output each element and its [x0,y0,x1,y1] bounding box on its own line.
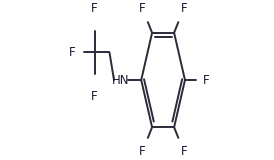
Text: F: F [91,90,98,103]
Text: F: F [69,46,76,59]
Text: F: F [91,2,98,15]
Text: F: F [181,2,188,15]
Text: F: F [181,145,188,158]
Text: F: F [138,145,145,158]
Text: F: F [203,73,210,87]
Text: F: F [138,2,145,15]
Text: HN: HN [112,73,130,87]
